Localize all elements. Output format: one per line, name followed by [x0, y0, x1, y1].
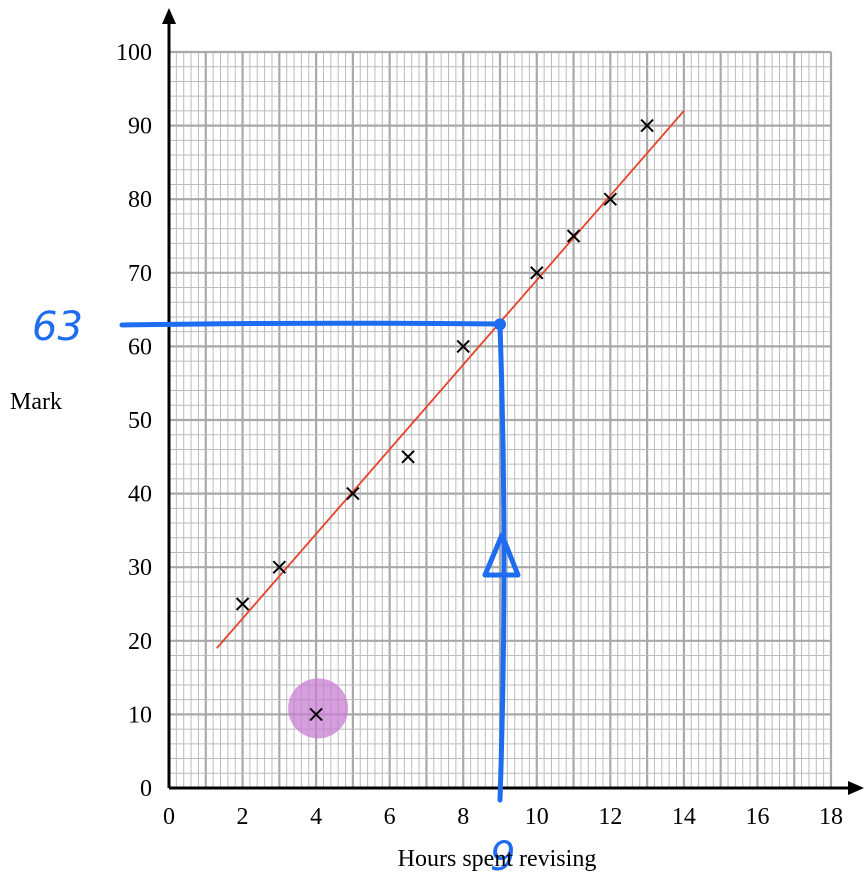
horizontal-reading-line — [119, 320, 503, 328]
y-axis-arrow-icon — [162, 8, 176, 24]
grid — [167, 50, 833, 790]
y-tick-label: 70 — [128, 261, 152, 287]
x-tick-label: 14 — [672, 804, 696, 830]
outlier-highlight — [288, 678, 349, 739]
cross-stroke — [346, 486, 360, 501]
data-point — [456, 339, 470, 354]
cross-stroke — [456, 339, 470, 354]
data-point — [309, 707, 323, 722]
vertical-reading-line — [497, 323, 507, 803]
y-tick-label: 10 — [128, 702, 152, 728]
up-arrow-icon — [482, 532, 521, 578]
cross-stroke — [530, 266, 544, 280]
annotation-x-value: 9 — [490, 834, 515, 880]
x-axis-label: Hours spent revising — [398, 846, 597, 872]
data-point — [235, 597, 250, 611]
data-point — [603, 192, 618, 206]
y-tick-label: 80 — [128, 187, 152, 213]
data-point — [272, 560, 287, 574]
data-point — [346, 486, 360, 501]
intersection-point — [494, 318, 506, 331]
data-point — [566, 229, 581, 243]
x-tick-label: 6 — [384, 804, 396, 830]
x-tick-label: 12 — [598, 804, 622, 830]
cross-stroke — [401, 450, 415, 464]
data-points — [235, 118, 654, 722]
cross-stroke — [566, 229, 581, 243]
x-tick-label: 4 — [310, 804, 322, 830]
y-tick-label: 0 — [140, 776, 152, 802]
y-tick-label: 90 — [128, 114, 152, 140]
x-tick-label: 16 — [745, 804, 769, 830]
x-axis-arrow-icon — [848, 781, 864, 795]
x-tick-label: 8 — [457, 804, 469, 830]
y-tick-label: 20 — [128, 629, 152, 655]
cross-stroke — [272, 560, 287, 574]
axes — [162, 8, 864, 795]
y-tick-label: 40 — [128, 482, 152, 508]
fit-line — [216, 110, 685, 649]
cross-stroke — [235, 597, 250, 611]
annotation: 63 9 — [32, 304, 521, 880]
y-tick-label: 100 — [116, 40, 152, 66]
y-axis-label: Mark — [10, 389, 62, 415]
annotation-y-value: 63 — [32, 304, 83, 350]
x-tick-label: 2 — [237, 804, 249, 830]
y-tick-label: 50 — [128, 408, 152, 434]
highlight — [288, 678, 349, 739]
tick-labels: 0 2 4 6 8 10 12 14 16 18 0 10 20 30 40 50 60 70 80 90 100 — [116, 40, 843, 830]
cross-stroke — [309, 707, 323, 722]
y-tick-label: 60 — [128, 334, 152, 360]
cross-stroke — [603, 192, 618, 206]
x-tick-label: 0 — [163, 804, 175, 830]
cross-stroke — [640, 118, 654, 133]
line-of-best-fit — [216, 110, 685, 649]
data-point — [401, 450, 415, 464]
x-tick-label: 18 — [819, 804, 843, 830]
data-point — [640, 118, 654, 133]
y-tick-label: 30 — [128, 555, 152, 581]
data-point — [530, 266, 544, 280]
x-tick-label: 10 — [525, 804, 549, 830]
